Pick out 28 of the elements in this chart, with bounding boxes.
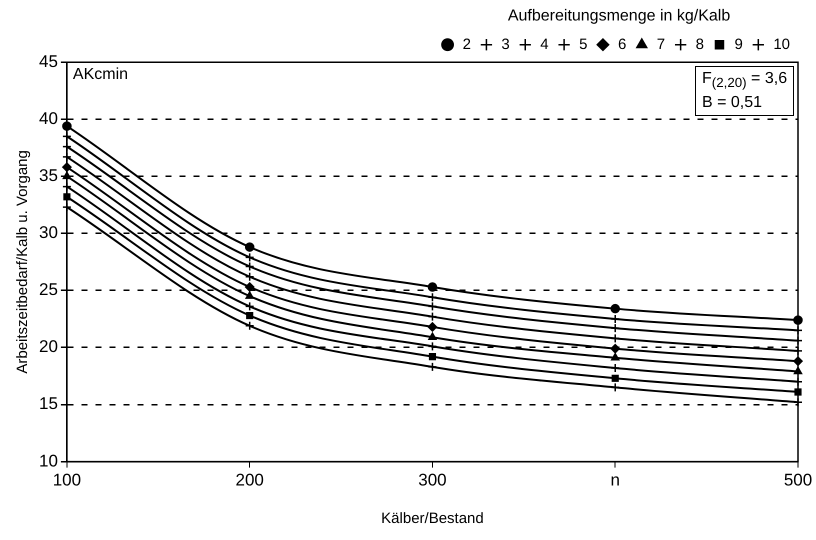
x-tick-label: 300 (418, 470, 447, 490)
legend-label: 5 (579, 36, 588, 53)
x-tick-label: 100 (52, 470, 82, 490)
legend-label: 6 (618, 36, 626, 53)
y-tick-label: 40 (38, 108, 58, 128)
y-tick-label: 35 (38, 166, 58, 185)
annotation: B = 0,51 (702, 93, 764, 114)
y-tick-label: 45 (38, 52, 58, 71)
y-tick-label: 20 (38, 337, 58, 356)
x-axis-title: Kälber/Bestand (381, 510, 484, 528)
x-tick-label: 500 (784, 470, 812, 490)
y-axis-title: Arbeitszeitbedarf/Kalb u. Vorgang (14, 150, 32, 374)
x-tick-label: 200 (235, 470, 264, 490)
y-tick-label: 10 (38, 451, 58, 470)
y-tick-label: 30 (38, 223, 58, 242)
legend-label: 2 (462, 36, 471, 53)
x-tick-label: n (610, 470, 620, 490)
y-tick-label: 15 (38, 394, 58, 414)
legend-label: 4 (540, 36, 549, 53)
annotation: F$_{(2,20)}$ = 3,6 (702, 69, 788, 92)
legend-label: 10 (773, 36, 790, 53)
y-tick-label: 25 (38, 280, 58, 300)
legend-title: Aufbereitungsmenge in kg/Kalb (508, 7, 730, 24)
legend-label: 8 (696, 36, 704, 53)
legend-label: 3 (501, 36, 510, 53)
legend-label: 9 (734, 36, 743, 53)
annotation: AKcmin (72, 66, 128, 84)
legend-label: 7 (656, 36, 666, 53)
